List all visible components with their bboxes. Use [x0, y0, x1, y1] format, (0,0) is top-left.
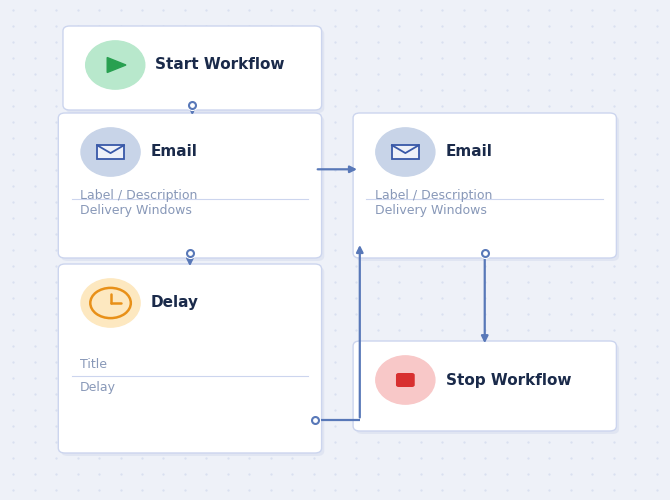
FancyBboxPatch shape: [396, 373, 415, 387]
Text: Email: Email: [446, 144, 492, 160]
Ellipse shape: [81, 279, 140, 327]
FancyBboxPatch shape: [58, 264, 322, 453]
Text: Delivery Windows: Delivery Windows: [375, 204, 486, 217]
Text: Email: Email: [151, 144, 198, 160]
FancyBboxPatch shape: [63, 26, 322, 110]
FancyBboxPatch shape: [392, 145, 419, 159]
Text: Delay: Delay: [151, 296, 199, 310]
Ellipse shape: [376, 128, 435, 176]
FancyBboxPatch shape: [356, 116, 619, 261]
FancyBboxPatch shape: [61, 116, 324, 261]
Text: Label / Description: Label / Description: [375, 188, 492, 202]
Ellipse shape: [81, 128, 140, 176]
FancyBboxPatch shape: [356, 344, 619, 434]
Text: Label / Description: Label / Description: [80, 188, 197, 202]
FancyBboxPatch shape: [58, 113, 322, 258]
Ellipse shape: [376, 356, 435, 404]
Polygon shape: [107, 58, 126, 72]
Ellipse shape: [86, 41, 145, 89]
FancyBboxPatch shape: [97, 145, 124, 159]
FancyBboxPatch shape: [66, 29, 324, 113]
FancyBboxPatch shape: [353, 113, 616, 258]
Text: Stop Workflow: Stop Workflow: [446, 372, 571, 388]
Text: Title: Title: [80, 358, 107, 371]
FancyBboxPatch shape: [61, 267, 324, 456]
Text: Start Workflow: Start Workflow: [155, 58, 285, 72]
Text: Delivery Windows: Delivery Windows: [80, 204, 192, 217]
FancyBboxPatch shape: [353, 341, 616, 431]
Text: Delay: Delay: [80, 382, 116, 394]
